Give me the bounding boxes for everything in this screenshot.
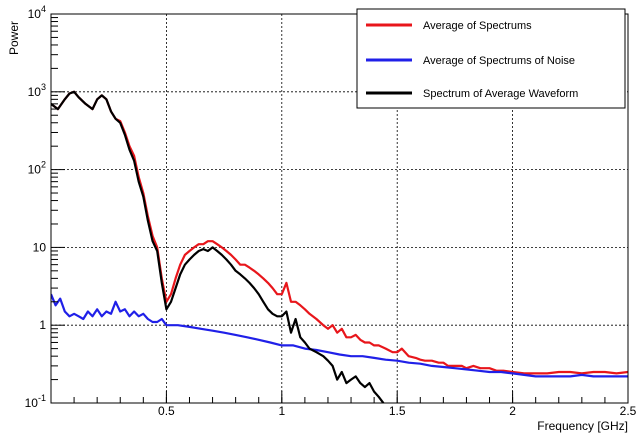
y-tick-label: 103 xyxy=(28,82,46,99)
ticks xyxy=(51,13,629,404)
legend-label-3: Spectrum of Average Waveform xyxy=(423,88,578,100)
series-lines xyxy=(51,90,628,403)
y-axis-title: Power xyxy=(7,21,21,55)
series-line-3 xyxy=(51,90,385,403)
x-tick-label: 2.5 xyxy=(620,404,637,418)
series-line-1 xyxy=(51,90,628,375)
x-tick-label: 0.5 xyxy=(158,404,175,418)
y-tick-label: 1 xyxy=(39,318,46,332)
x-axis-title: Frequency [GHz] xyxy=(537,419,628,433)
plot-frame xyxy=(50,13,629,404)
y-tick-exponent: 2 xyxy=(41,160,46,170)
y-tick-label: 104 xyxy=(28,4,46,21)
x-tick-label: 1.5 xyxy=(389,404,406,418)
y-tick-label: 10-1 xyxy=(25,393,46,410)
y-tick-exponent: -1 xyxy=(38,393,46,403)
x-tick-label: 2 xyxy=(509,404,516,418)
y-tick-exponent: 4 xyxy=(41,4,46,14)
legend-label-2: Average of Spectrums of Noise xyxy=(423,55,575,67)
y-tick-exponent: 3 xyxy=(41,82,46,92)
legend: Average of Spectrums Average of Spectrums… xyxy=(356,8,626,109)
series-line-2 xyxy=(51,293,628,378)
y-tick-labels: 10-1 1 10 102 103 104 xyxy=(25,4,47,410)
legend-label-1: Average of Spectrums xyxy=(423,20,532,32)
x-tick-label: 1 xyxy=(278,404,285,418)
y-tick-label: 10 xyxy=(33,240,47,254)
x-tick-labels: 0.5 1 1.5 2 2.5 xyxy=(158,404,637,418)
y-tick-label: 102 xyxy=(28,160,46,177)
